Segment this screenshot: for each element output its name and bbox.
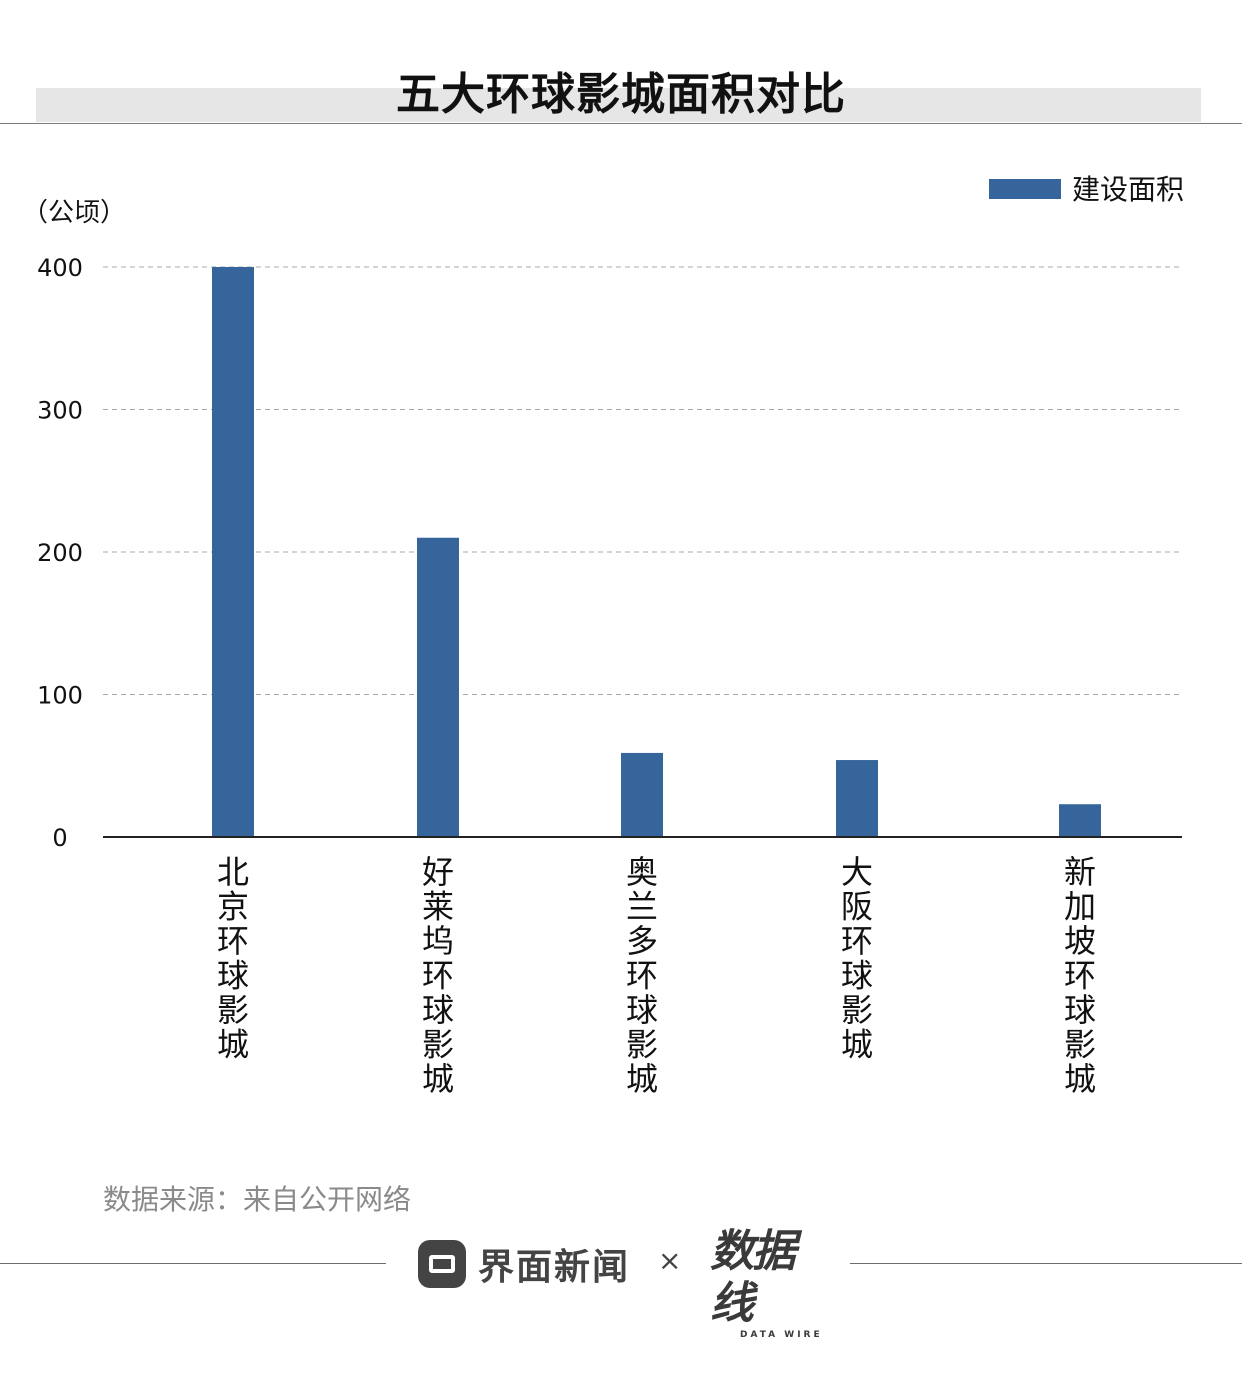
svg-text:城: 城 (1064, 1060, 1096, 1098)
brand-logo-icon (418, 1240, 466, 1288)
legend: 建设面积 (989, 173, 1184, 206)
svg-text:多: 多 (626, 922, 658, 960)
svg-text:奥: 奥 (626, 853, 658, 891)
svg-text:好: 好 (422, 853, 454, 891)
svg-text:坡: 坡 (1064, 922, 1096, 960)
svg-text:新: 新 (1064, 853, 1096, 891)
svg-text:环: 环 (217, 922, 249, 960)
footer-rule-left (0, 1263, 386, 1264)
partner-logo-text: 数据线 (710, 1226, 796, 1329)
svg-text:莱: 莱 (422, 888, 454, 926)
svg-text:环: 环 (626, 957, 658, 995)
bar-2 (621, 752, 663, 837)
y-tick-label: 400 (37, 254, 83, 282)
svg-text:影: 影 (217, 991, 249, 1029)
svg-text:京: 京 (217, 888, 249, 926)
brand: 界面新闻 (418, 1236, 630, 1292)
bar-1 (417, 537, 459, 837)
svg-text:球: 球 (1064, 991, 1096, 1029)
data-source: 数据来源：来自公开网络 (103, 1183, 412, 1216)
title-band (36, 88, 1201, 122)
grid-lines (103, 266, 1182, 695)
cross-symbol: × (658, 1244, 682, 1277)
y-tick-label: 0 (52, 824, 67, 852)
partner-logo-subtext: DATA WIRE (740, 1330, 823, 1340)
svg-text:影: 影 (1064, 1026, 1096, 1064)
svg-text:北: 北 (217, 853, 249, 891)
footer-rule-right (850, 1263, 1242, 1264)
svg-text:兰: 兰 (626, 888, 658, 926)
brand-name: 界面新闻 (478, 1247, 631, 1288)
svg-text:球: 球 (217, 957, 249, 995)
svg-text:加: 加 (1064, 888, 1096, 926)
bar-0 (212, 267, 254, 837)
svg-text:球: 球 (841, 957, 873, 995)
legend-swatch (989, 179, 1061, 199)
svg-text:阪: 阪 (841, 888, 873, 926)
y-tick-label: 200 (37, 539, 83, 567)
svg-text:环: 环 (1064, 957, 1096, 995)
legend-label: 建设面积 (1072, 173, 1184, 206)
svg-text:城: 城 (626, 1060, 658, 1098)
svg-text:环: 环 (422, 957, 454, 995)
bars (212, 267, 1101, 837)
title-rule (0, 123, 1242, 124)
svg-text:大: 大 (841, 853, 873, 891)
svg-text:影: 影 (626, 1026, 658, 1064)
y-tick-label: 100 (37, 682, 83, 710)
bar-3 (836, 760, 878, 837)
svg-text:城: 城 (422, 1060, 454, 1098)
y-tick-labels: 0 100 200 300 400 (37, 254, 83, 852)
y-unit-label: （公顷） (22, 198, 126, 228)
svg-text:城: 城 (841, 1026, 873, 1064)
partner-logo: 数据线 DATA WIRE (710, 1226, 830, 1340)
svg-text:影: 影 (422, 1026, 454, 1064)
svg-text:环: 环 (841, 922, 873, 960)
chart-title: 五大环球影城面积对比 (396, 69, 846, 120)
y-tick-label: 300 (37, 397, 83, 425)
bar-4 (1059, 804, 1101, 837)
svg-text:影: 影 (841, 991, 873, 1029)
svg-text:坞: 坞 (422, 922, 454, 960)
svg-text:城: 城 (217, 1026, 249, 1064)
svg-text:球: 球 (626, 991, 658, 1029)
svg-text:球: 球 (422, 991, 454, 1029)
